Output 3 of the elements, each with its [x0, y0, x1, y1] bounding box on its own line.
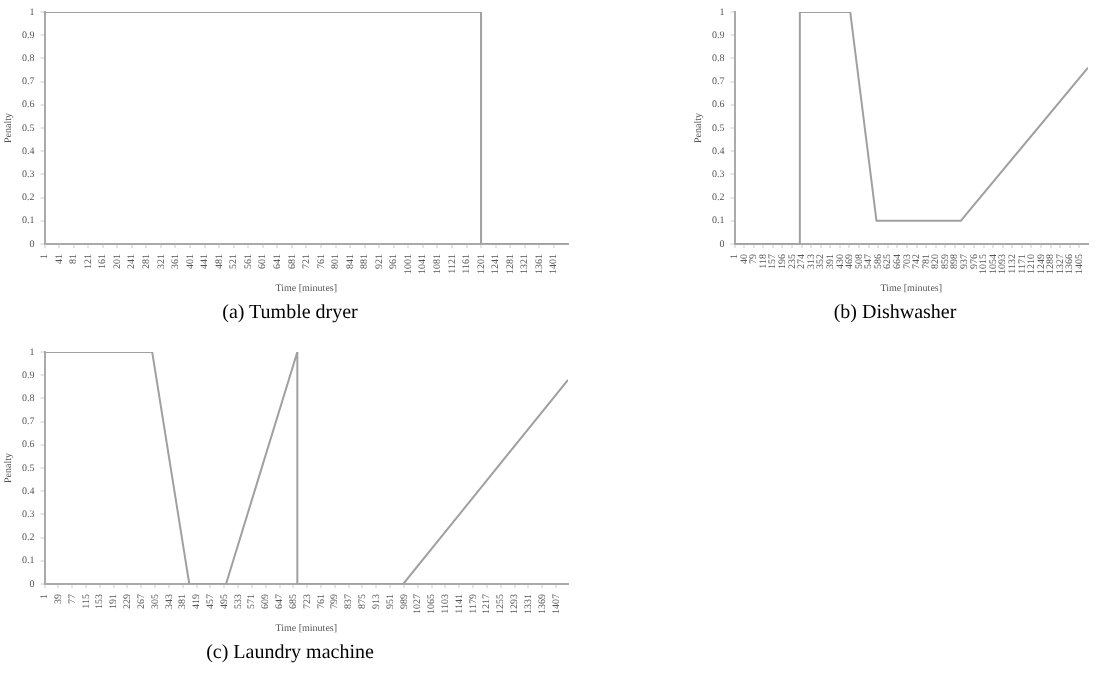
text: (c) Laundry machine — [204, 642, 376, 664]
text: (b) Dishwasher — [831, 302, 959, 324]
text: (a) Tumble dryer — [220, 302, 360, 324]
